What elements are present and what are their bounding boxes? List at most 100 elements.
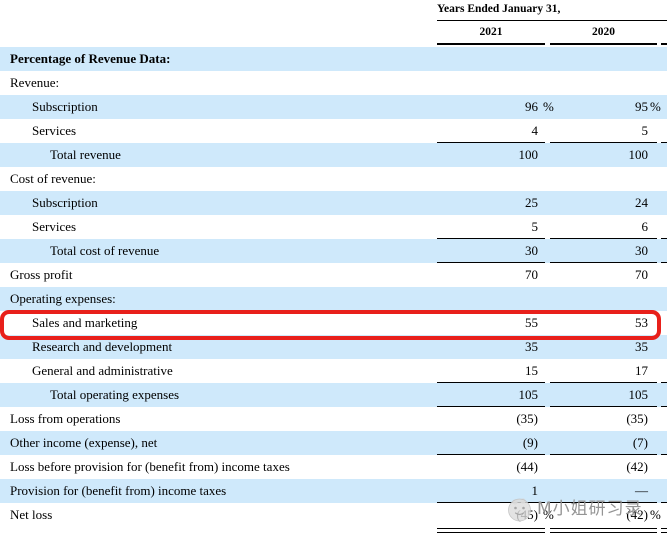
cell-2021: 96%: [437, 95, 556, 119]
cell-2020: 6: [556, 215, 661, 239]
table-row: Subscription 25 24: [0, 191, 667, 215]
double-rule-2020: [550, 528, 657, 533]
cell-2021-value: 5: [531, 219, 539, 234]
cell-2021: (44): [437, 455, 556, 479]
row-label: Loss from operations: [10, 411, 121, 426]
cell-2020-value: 30: [635, 243, 648, 258]
table-right-edge-line: [661, 119, 667, 143]
cell-2020: [556, 287, 661, 311]
row-label: Research and development: [32, 339, 173, 354]
cell-2021-value: (9): [522, 435, 538, 450]
cell-2020: 24: [556, 191, 661, 215]
row-label: Operating expenses:: [10, 291, 116, 306]
row-label: Provision for (benefit from) income taxe…: [10, 483, 227, 498]
cell-2020: [556, 47, 661, 71]
table-right-edge-line: [661, 407, 667, 431]
cell-2021-value: (44): [516, 459, 538, 474]
watermark-text: M小姐研习录: [537, 498, 643, 519]
period-header-underline: [437, 20, 667, 21]
table-row: Services 4 5: [0, 119, 667, 143]
table-row: Gross profit 70 70: [0, 263, 667, 287]
cell-2021: (9): [437, 431, 556, 455]
cutoff-column-underline: [661, 43, 667, 45]
table-right-edge-line: [661, 263, 667, 287]
row-label: Loss before provision for (benefit from)…: [10, 459, 290, 474]
table-row: Cost of revenue:: [0, 167, 667, 191]
table-right-edge-line: [661, 239, 667, 263]
cell-2020-value: (35): [626, 411, 648, 426]
table-row: Sales and marketing 55 53: [0, 311, 667, 335]
cell-2020-value: (7): [632, 435, 648, 450]
cell-2020: 5: [556, 119, 661, 143]
cell-2020: (42)%: [556, 503, 661, 527]
row-label: Subscription: [32, 195, 98, 210]
cell-2021: 1: [437, 479, 556, 503]
cell-2021-value: 96: [525, 99, 538, 114]
table-row: Total cost of revenue 30 30: [0, 239, 667, 263]
row-label: Other income (expense), net: [10, 435, 158, 450]
cell-2021: [437, 287, 556, 311]
cell-2021-value: 15: [525, 363, 538, 378]
cell-2020-value: 95: [635, 99, 648, 114]
row-label: Sales and marketing: [32, 315, 138, 330]
cell-2020: 35: [556, 335, 661, 359]
cell-2020: 17: [556, 359, 661, 383]
cell-2020: (42): [556, 455, 661, 479]
table-right-edge-line: [661, 383, 667, 407]
watermark-cat-logo-icon: [508, 498, 531, 522]
cell-2020: (7): [556, 431, 661, 455]
cell-2021-value: 100: [518, 147, 539, 162]
cell-2020: 70: [556, 263, 661, 287]
cell-2021-value: 4: [531, 123, 539, 138]
cell-2021-value: 1: [531, 483, 539, 498]
table-right-edge-line: [661, 503, 667, 527]
cell-2020-value: —: [635, 483, 648, 498]
cell-2020-value: (42): [626, 507, 648, 522]
table-right-edge-line: [661, 95, 667, 119]
watermark: M小姐研习录: [506, 495, 643, 523]
row-label: Revenue:: [10, 75, 60, 90]
table-row: Provision for (benefit from) income taxe…: [0, 479, 667, 503]
double-rule-2021: [437, 528, 545, 533]
table-row: Revenue:: [0, 71, 667, 95]
cell-2020: [556, 167, 661, 191]
cell-2021: 4: [437, 119, 556, 143]
cell-2021: 70: [437, 263, 556, 287]
cell-2021: 35: [437, 335, 556, 359]
cell-2020-value: (42): [626, 459, 648, 474]
table-right-edge-line: [661, 431, 667, 455]
table-row: Total operating expenses 105 105: [0, 383, 667, 407]
red-annotation-box: [0, 310, 661, 340]
cell-2021: 15: [437, 359, 556, 383]
table-right-edge-line: [661, 143, 667, 167]
table-row: General and administrative 15 17: [0, 359, 667, 383]
table-right-edge-line: [661, 167, 667, 191]
table-right-edge-line: [661, 359, 667, 383]
net-loss-double-underline: [0, 528, 667, 536]
cell-2021-value: 105: [518, 387, 539, 402]
cell-2021: (35): [437, 407, 556, 431]
cell-2021: 55: [437, 311, 556, 335]
table-row: Loss before provision for (benefit from)…: [0, 455, 667, 479]
cell-2020-value: 105: [628, 387, 649, 402]
cell-2020-value: 17: [635, 363, 648, 378]
table-row: Operating expenses:: [0, 287, 667, 311]
cell-2020-value: 53: [635, 315, 648, 330]
cell-2020-value: 35: [635, 339, 648, 354]
table-row: Subscription 96% 95%: [0, 95, 667, 119]
percent-sign: %: [650, 99, 661, 114]
cell-2021: [437, 71, 556, 95]
table-row: Percentage of Revenue Data:: [0, 47, 667, 71]
cell-2021-value: 35: [525, 339, 538, 354]
cell-2021: [437, 47, 556, 71]
row-label: Services: [32, 219, 77, 234]
table-right-edge-line: [661, 191, 667, 215]
row-label: Net loss: [10, 507, 53, 522]
table-right-edge-line: [661, 335, 667, 359]
table-right-edge-line: [661, 479, 667, 503]
table-row: Total revenue 100 100: [0, 143, 667, 167]
table-right-edge-line: [661, 311, 667, 335]
row-label: Total operating expenses: [50, 387, 180, 402]
table-rows: Percentage of Revenue Data: Revenue: Subsc…: [0, 47, 667, 527]
